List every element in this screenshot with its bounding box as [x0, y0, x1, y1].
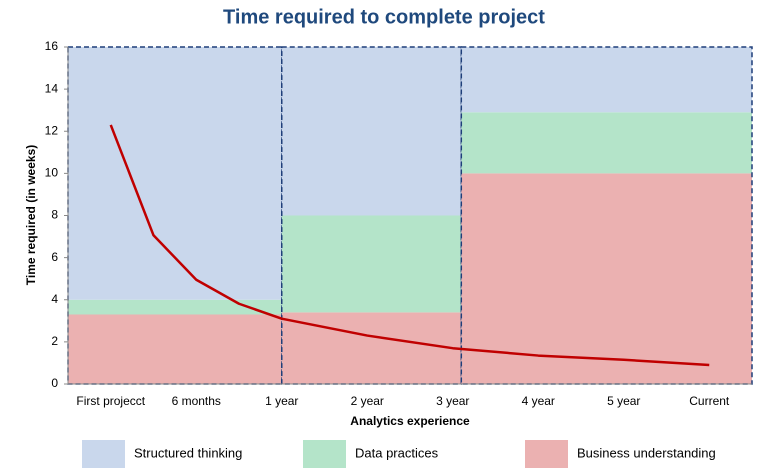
legend-label: Structured thinking — [134, 445, 242, 460]
x-tick-label: 1 year — [265, 394, 298, 408]
y-tick-label: 14 — [45, 81, 59, 95]
area-segment — [461, 47, 752, 113]
y-axis-label: Time required (in weeks) — [24, 145, 38, 286]
area-segment — [68, 314, 282, 384]
phase-border — [460, 46, 753, 385]
x-axis-label: Analytics experience — [350, 414, 470, 428]
y-tick-label: 0 — [51, 376, 58, 390]
y-tick-label: 2 — [51, 334, 58, 348]
legend-label: Business understanding — [577, 445, 716, 460]
area-segment — [461, 173, 752, 384]
x-tick-label: Current — [689, 394, 730, 408]
x-tick-label: 6 months — [172, 394, 221, 408]
area-segment — [68, 47, 282, 300]
y-tick-label: 6 — [51, 250, 58, 264]
x-tick-label: 2 year — [351, 394, 384, 408]
x-tick-label: 5 year — [607, 394, 640, 408]
y-tick-label: 4 — [51, 292, 58, 306]
y-tick-label: 10 — [45, 166, 59, 180]
x-tick-label: 3 year — [436, 394, 469, 408]
legend-swatch — [82, 440, 125, 468]
area-segment — [281, 215, 462, 313]
x-tick-label: First projecct — [76, 394, 145, 408]
area-segment — [281, 47, 462, 216]
y-tick-label: 16 — [45, 39, 59, 53]
y-tick-label: 12 — [45, 123, 59, 137]
area-segment — [68, 299, 282, 315]
legend-label: Data practices — [355, 445, 439, 460]
y-tick-label: 8 — [51, 208, 58, 222]
legend-swatch — [525, 440, 568, 468]
area-segment — [461, 112, 752, 174]
curve — [109, 124, 710, 367]
chart-title: Time required to complete project — [223, 6, 545, 28]
x-tick-label: 4 year — [522, 394, 555, 408]
legend-swatch — [303, 440, 346, 468]
